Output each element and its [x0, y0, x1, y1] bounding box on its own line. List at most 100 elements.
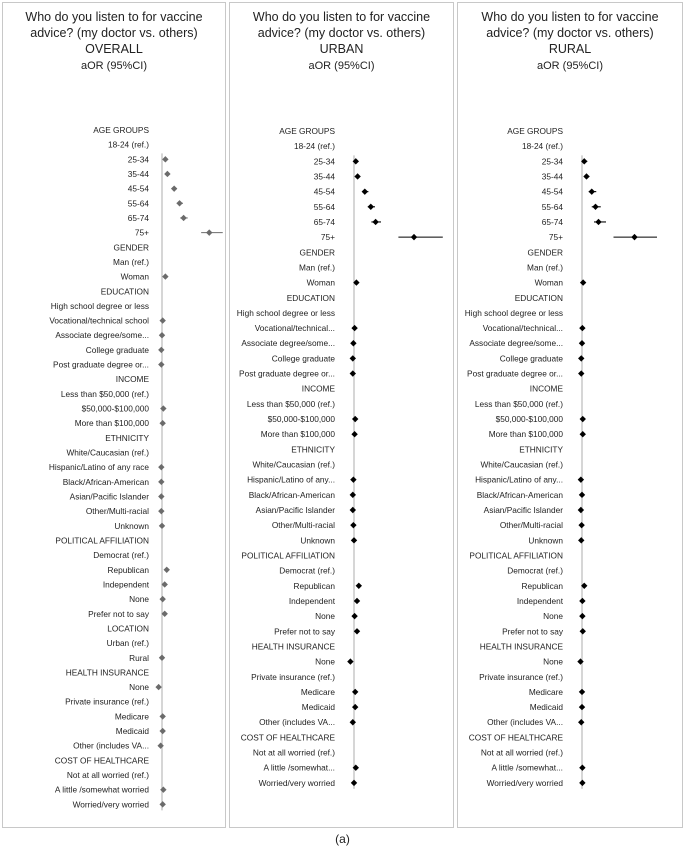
row-label: White/Caucasian (ref.) [480, 460, 563, 470]
row-label: A little /somewhat... [264, 763, 335, 773]
row-label: Other (includes VA... [487, 717, 563, 727]
odds-ratio-marker [578, 491, 586, 499]
row-label: Less than $50,000 (ref.) [247, 399, 335, 409]
row-label: Rural [129, 653, 149, 663]
row-label: Associate degree/some... [241, 338, 335, 348]
group-header-label: HEALTH INSURANCE [66, 667, 150, 677]
group-header-label: HEALTH INSURANCE [252, 641, 336, 651]
row-label: 25-34 [542, 156, 564, 166]
group-header-label: LOCATION [107, 623, 149, 633]
odds-ratio-marker [160, 405, 167, 412]
odds-ratio-marker [180, 214, 187, 222]
group-header-label: AGE GROUPS [507, 126, 563, 136]
row-label: Woman [535, 278, 564, 288]
odds-ratio-marker [350, 521, 357, 529]
odds-ratio-marker [578, 703, 586, 711]
row-label: 65-74 [542, 217, 564, 227]
row-label: Asian/Pacific Islander [484, 505, 564, 515]
panel-title: Who do you listen to for vaccine advice?… [252, 10, 431, 40]
row-label: Unknown [114, 521, 149, 531]
odds-ratio-marker [579, 431, 586, 438]
odds-ratio-marker [206, 229, 213, 236]
odds-ratio-marker [158, 361, 165, 368]
panel-subtitle: URBAN [319, 42, 364, 56]
row-label: None [543, 611, 563, 621]
group-header-label: INCOME [302, 384, 336, 394]
row-label: 18-24 (ref.) [294, 141, 335, 151]
row-label: 35-44 [128, 169, 150, 179]
odds-ratio-marker [353, 628, 361, 635]
row-label: College graduate [500, 353, 564, 363]
row-label: 55-64 [314, 202, 336, 212]
row-label: More than $100,000 [489, 429, 564, 439]
odds-ratio-marker [579, 779, 586, 787]
row-label: Man (ref.) [527, 262, 563, 272]
row-label: Medicaid [116, 726, 150, 736]
row-label: Republican [521, 581, 563, 591]
odds-ratio-marker [578, 340, 586, 347]
row-label: 45-54 [542, 187, 564, 197]
row-label: Democrat (ref.) [507, 566, 563, 576]
row-label: Woman [121, 272, 150, 282]
row-label: Not at all worried (ref.) [481, 748, 563, 758]
odds-ratio-marker [352, 415, 359, 423]
odds-ratio-marker [578, 688, 586, 696]
row-label: Other/Multi-racial [86, 506, 149, 516]
odds-ratio-marker [361, 188, 368, 195]
odds-ratio-marker [577, 658, 584, 665]
odds-ratio-marker [157, 742, 164, 749]
odds-ratio-marker [349, 506, 356, 514]
odds-ratio-marker [354, 173, 361, 180]
row-label: 65-74 [314, 217, 336, 227]
group-header-label: EDUCATION [101, 286, 149, 296]
forest-plot-rural: AGE GROUPS 18-24 (ref.) 25-34 35-44 45-54 55-… [465, 126, 657, 789]
row-label: 55-64 [128, 198, 150, 208]
odds-ratio-marker [579, 415, 586, 423]
odds-ratio-marker [159, 727, 166, 735]
odds-ratio-marker [579, 279, 587, 286]
row-label: 35-44 [314, 171, 336, 181]
row-label: 75+ [321, 232, 335, 242]
row-label: 75+ [135, 228, 149, 238]
panel-header: Who do you listen to for vaccine advice?… [458, 9, 682, 73]
row-label: Woman [307, 278, 336, 288]
odds-ratio-marker [353, 597, 361, 605]
row-label: 35-44 [542, 171, 564, 181]
group-header-label: COST OF HEALTHCARE [241, 732, 336, 742]
panel-subtitle: OVERALL [85, 42, 143, 56]
odds-ratio-marker [159, 713, 166, 720]
odds-ratio-marker [349, 719, 356, 726]
forest-panel-rural: Who do you listen to for vaccine advice?… [457, 2, 683, 828]
panel-header: Who do you listen to for vaccine advice?… [3, 9, 225, 73]
row-label: Other/Multi-racial [500, 520, 563, 530]
odds-ratio-marker [588, 188, 595, 195]
row-label: Post graduate degree or... [239, 369, 335, 379]
row-label: Hispanic/Latino of any... [475, 475, 563, 485]
odds-ratio-marker [158, 478, 165, 486]
row-label: $50,000-$100,000 [82, 404, 150, 414]
row-label: A little /somewhat worried [55, 785, 149, 795]
row-label: Worried/very worried [73, 799, 150, 809]
odds-ratio-marker [352, 688, 359, 696]
odds-ratio-marker [350, 476, 357, 483]
odds-ratio-marker [581, 582, 588, 589]
row-label: Unknown [300, 535, 335, 545]
row-label: Hispanic/Latino of any... [247, 475, 335, 485]
row-label: Less than $50,000 (ref.) [475, 399, 563, 409]
odds-ratio-marker [578, 521, 585, 529]
row-label: Post graduate degree or... [53, 360, 149, 370]
row-label: Vocational/technical... [255, 323, 335, 333]
forest-panel-overall: Who do you listen to for vaccine advice?… [2, 2, 226, 828]
odds-ratio-marker [155, 683, 162, 691]
figure-caption: (a) [335, 832, 350, 846]
odds-ratio-marker [349, 491, 356, 499]
odds-ratio-marker [352, 703, 359, 711]
odds-ratio-marker [160, 786, 167, 793]
odds-ratio-marker [578, 719, 585, 726]
group-header-label: GENDER [300, 247, 336, 257]
odds-ratio-marker [159, 317, 166, 324]
forest-panel-urban: Who do you listen to for vaccine advice?… [229, 2, 454, 828]
odds-ratio-marker [592, 203, 599, 210]
row-label: College graduate [272, 353, 336, 363]
row-label: $50,000-$100,000 [496, 414, 564, 424]
